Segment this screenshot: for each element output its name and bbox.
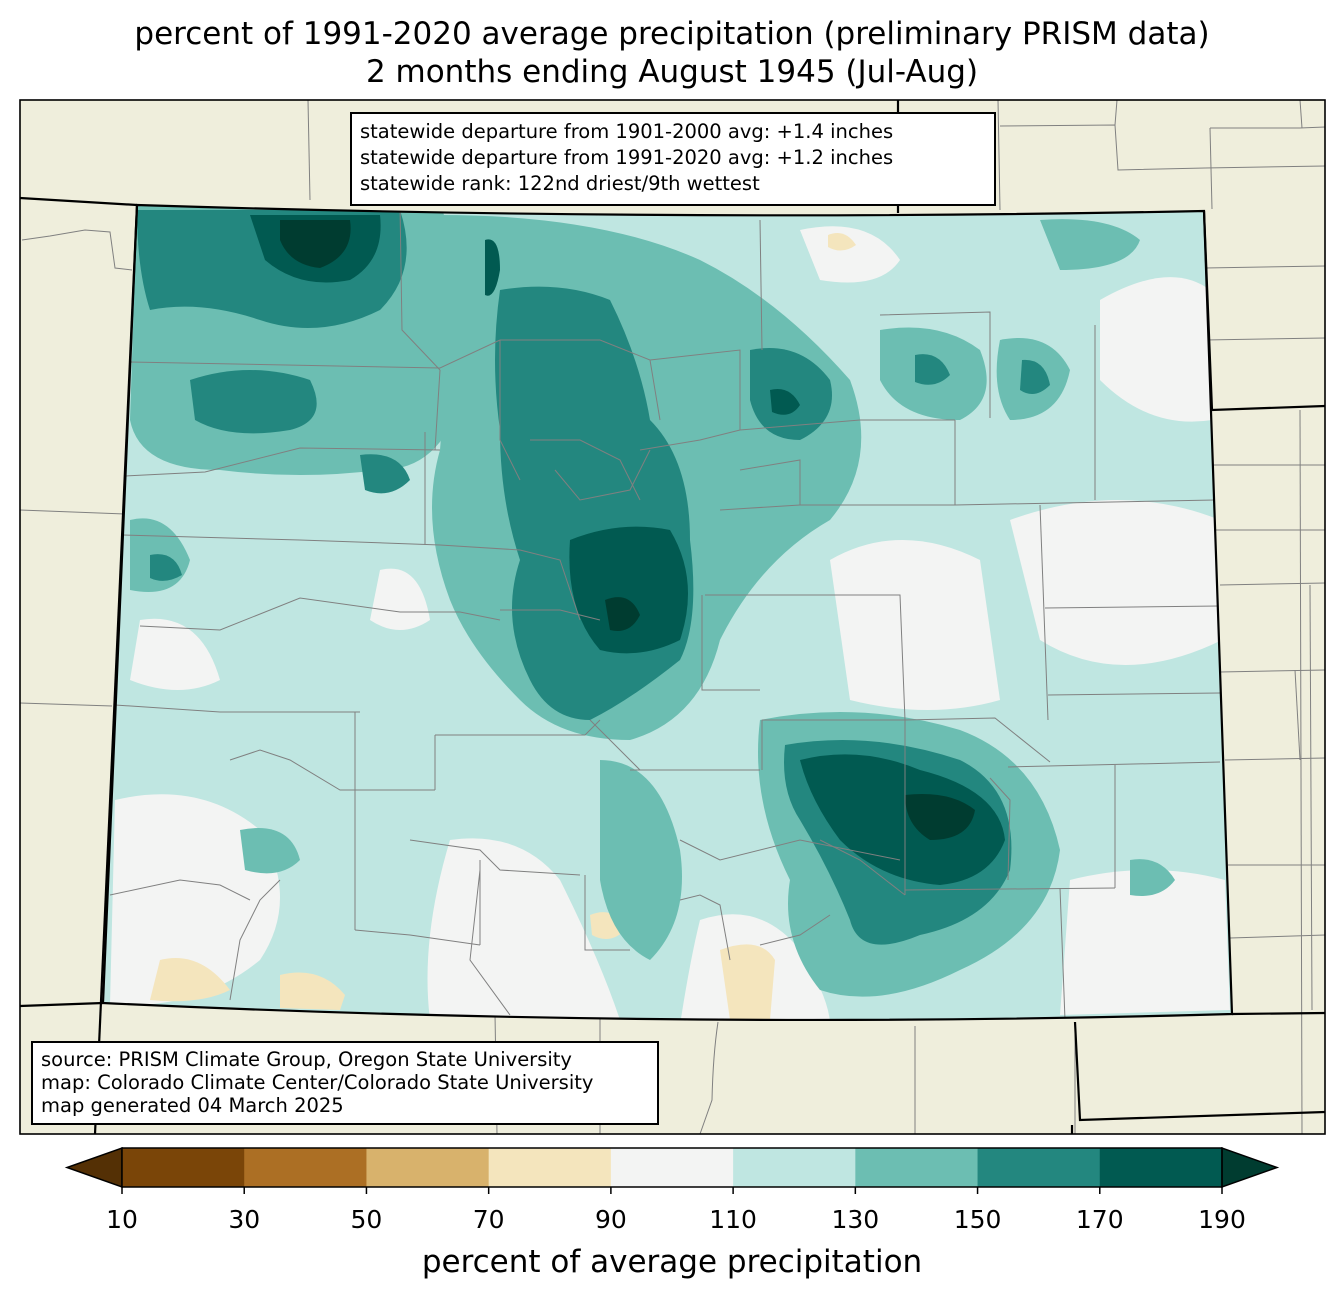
stats-rank: statewide rank: 122nd driest/9th wettest — [360, 172, 760, 195]
map-title-line-1: percent of 1991-2020 average precipitati… — [134, 16, 1210, 52]
colorbar-tick-label: 150 — [953, 1205, 1002, 1234]
colorbar-bin-50-70 — [366, 1148, 490, 1187]
colorbar-bin-110-130 — [733, 1148, 856, 1187]
neighbor-boundaries — [20, 100, 1325, 1134]
colorbar-label: percent of average precipitation — [421, 1244, 923, 1280]
colorbar-tick-label: 90 — [594, 1205, 627, 1234]
colorbar-tick-label: 170 — [1075, 1205, 1124, 1234]
colorbar — [64, 1146, 1280, 1194]
colorbar-bin-170-190 — [1099, 1148, 1223, 1187]
colorbar-tick-label: 50 — [350, 1205, 383, 1234]
colorbar-tick-label: 10 — [106, 1205, 138, 1234]
source-generated-date: map generated 04 March 2025 — [41, 1094, 344, 1117]
colorbar-extend-low — [64, 1146, 123, 1189]
statewide-stats-box: statewide departure from 1901-2000 avg: … — [350, 112, 996, 206]
colorbar-bin-90-110 — [610, 1148, 734, 1187]
source-box: source: PRISM Climate Group, Oregon Stat… — [31, 1041, 659, 1125]
stats-departure-1991-2020: statewide departure from 1991-2020 avg: … — [360, 146, 894, 169]
map-frame — [19, 99, 1326, 1135]
colorado-precip-field — [103, 205, 1232, 1020]
colorbar-bin-30-50 — [244, 1148, 367, 1187]
colorbar-bin-150-170 — [977, 1148, 1101, 1187]
colorbar-extend-high — [1221, 1146, 1280, 1189]
colorbar-bin-70-90 — [488, 1148, 612, 1187]
colorbar-tick-label: 110 — [709, 1205, 757, 1234]
county-lines — [109, 205, 1221, 1020]
colorbar-tick-label: 30 — [228, 1205, 261, 1234]
stats-departure-1901-2000: statewide departure from 1901-2000 avg: … — [360, 120, 894, 143]
colorado-border — [101, 203, 1234, 1022]
source-prism: source: PRISM Climate Group, Oregon Stat… — [41, 1048, 572, 1071]
colorbar-bin-130-150 — [855, 1148, 979, 1187]
map-title-line-2: 2 months ending August 1945 (Jul-Aug) — [365, 54, 979, 90]
colorbar-tick-label: 190 — [1198, 1205, 1246, 1234]
colorbar-bin-10-30 — [122, 1148, 245, 1187]
colorbar-tick-label: 70 — [472, 1205, 505, 1234]
source-map-credit: map: Colorado Climate Center/Colorado St… — [41, 1071, 594, 1094]
colorbar-outline — [121, 1147, 1223, 1188]
colorbar-tick-label: 130 — [831, 1205, 880, 1234]
